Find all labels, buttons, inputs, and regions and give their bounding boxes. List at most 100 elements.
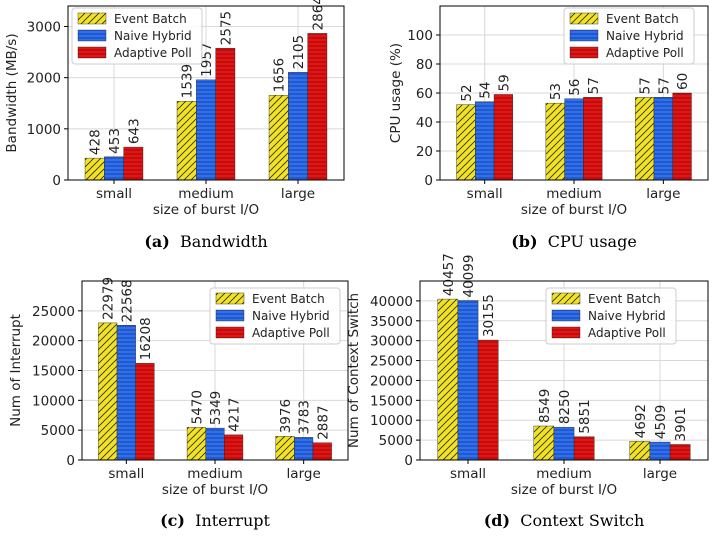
y-tick-label: 2000: [27, 71, 61, 87]
data-label: 428: [88, 129, 104, 155]
bar-event-batch-small: [437, 298, 459, 461]
bar-event-batch-large: [629, 441, 651, 461]
x-axis-title: size of burst I/O: [511, 482, 617, 498]
y-tick-label: 0: [66, 453, 75, 469]
data-label: 52: [459, 84, 475, 101]
x-tick-label: large: [287, 466, 321, 482]
x-tick-label: large: [646, 186, 680, 202]
data-label: 4692: [633, 404, 649, 438]
legend-label-naive-hybrid: Naive Hybrid: [114, 29, 192, 43]
bar-naive-hybrid-medium: [205, 427, 225, 461]
caption-tag: (b): [511, 232, 537, 251]
y-tick-label: 15000: [370, 393, 413, 409]
y-tick-label: 40000: [370, 294, 413, 310]
legend-label-adaptive-poll: Adaptive Poll: [114, 46, 192, 60]
data-label: 16208: [138, 317, 154, 360]
legend-label-adaptive-poll: Adaptive Poll: [588, 326, 666, 340]
data-label: 22568: [119, 279, 135, 322]
bar-adaptive-poll-small: [123, 146, 144, 181]
data-label: 2864: [310, 0, 326, 30]
caption-text: CPU usage: [548, 232, 637, 251]
x-tick-label: medium: [187, 466, 242, 482]
y-tick-label: 15000: [32, 364, 75, 380]
caption-space: [510, 511, 520, 530]
y-tick-label: 60: [416, 86, 433, 102]
legend: Event Batch Naive Hybrid Adaptive Poll: [545, 287, 677, 345]
bar-event-batch-large: [634, 97, 655, 181]
data-label: 54: [478, 82, 494, 99]
y-tick-label: 80: [416, 57, 433, 73]
data-label: 40099: [461, 255, 477, 298]
y-tick-label: 40: [416, 115, 433, 131]
y-tick-label: 35000: [370, 314, 413, 330]
y-tick-label: 0: [424, 173, 433, 189]
data-label: 4509: [653, 405, 669, 439]
x-tick-label: medium: [178, 186, 233, 202]
caption-text: Bandwidth: [180, 232, 268, 251]
bar-adaptive-poll-medium: [215, 48, 236, 181]
y-tick-label: 5000: [41, 423, 75, 439]
data-label: 57: [586, 77, 602, 94]
data-label: 59: [496, 74, 512, 91]
x-tick-label: medium: [536, 466, 591, 482]
y-tick-label: 0: [52, 173, 61, 189]
bar-naive-hybrid-small: [457, 300, 479, 461]
panel-caption: (b) CPU usage: [511, 232, 637, 251]
data-label: 643: [126, 118, 142, 144]
legend-label-event-batch: Event Batch: [606, 12, 679, 26]
legend-swatch-event-batch: [569, 12, 599, 25]
legend: Event Batch Naive Hybrid Adaptive Poll: [209, 287, 341, 345]
data-label: 2575: [218, 11, 234, 45]
legend: Event Batch Naive Hybrid Adaptive Poll: [71, 7, 203, 65]
data-label: 2887: [315, 405, 331, 439]
bar-adaptive-poll-large: [312, 442, 332, 461]
data-label: 57: [656, 77, 672, 94]
legend-swatch-event-batch: [215, 292, 245, 305]
bar-event-batch-small: [84, 157, 105, 181]
y-axis-title: Num of Interrupt: [8, 314, 24, 427]
bar-event-batch-medium: [545, 102, 565, 181]
data-label: 57: [638, 77, 654, 94]
data-label: 3783: [297, 400, 313, 434]
caption-space: [170, 232, 180, 251]
bar-naive-hybrid-large: [649, 441, 671, 461]
legend-swatch-adaptive-poll: [569, 46, 599, 59]
y-tick-label: 10000: [370, 413, 413, 429]
bar-adaptive-poll-small: [135, 363, 155, 461]
y-tick-label: 20000: [370, 373, 413, 389]
legend-swatch-naive-hybrid: [569, 29, 599, 42]
y-tick-label: 1000: [27, 122, 61, 138]
caption-tag: (a): [144, 232, 170, 251]
bar-adaptive-poll-small: [493, 94, 514, 181]
x-axis-title: size of burst I/O: [162, 482, 268, 498]
data-label: 8549: [537, 389, 553, 423]
bar-adaptive-poll-large: [669, 444, 691, 461]
bar-naive-hybrid-medium: [553, 426, 575, 461]
bar-naive-hybrid-large: [653, 97, 673, 181]
legend: Event Batch Naive Hybrid Adaptive Poll: [563, 7, 695, 65]
panel-caption: (a) Bandwidth: [144, 232, 267, 251]
x-tick-label: small: [467, 186, 503, 202]
caption-space: [538, 232, 548, 251]
x-tick-label: large: [281, 186, 315, 202]
legend-swatch-naive-hybrid: [215, 309, 245, 322]
legend-label-naive-hybrid: Naive Hybrid: [588, 309, 666, 323]
data-label: 3976: [278, 399, 294, 433]
bar-naive-hybrid-small: [475, 101, 495, 181]
y-tick-label: 0: [404, 453, 413, 469]
legend-label-event-batch: Event Batch: [114, 12, 187, 26]
data-label: 5851: [577, 399, 593, 433]
legend-label-event-batch: Event Batch: [252, 292, 325, 306]
legend-label-naive-hybrid: Naive Hybrid: [606, 29, 684, 43]
x-tick-label: small: [108, 466, 144, 482]
x-axis-title: size of burst I/O: [521, 202, 627, 218]
data-label: 1539: [180, 64, 196, 98]
legend-swatch-naive-hybrid: [77, 29, 107, 42]
bar-event-batch-small: [456, 104, 476, 181]
data-label: 53: [548, 83, 564, 100]
y-tick-label: 30000: [370, 334, 413, 350]
y-tick-label: 10000: [32, 393, 75, 409]
data-label: 3901: [673, 407, 689, 441]
